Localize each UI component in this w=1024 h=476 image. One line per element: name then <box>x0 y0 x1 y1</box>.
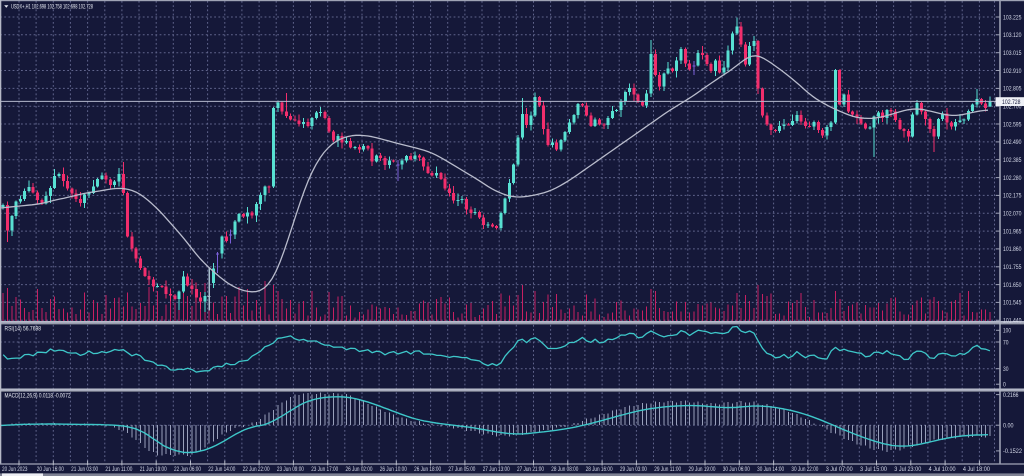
svg-text:29 Jun 11:00: 29 Jun 11:00 <box>654 466 681 473</box>
svg-text:0: 0 <box>1003 382 1006 389</box>
svg-text:102.700: 102.700 <box>1003 104 1022 111</box>
svg-text:102.728: 102.728 <box>1002 99 1021 106</box>
svg-text:101.860: 101.860 <box>1003 246 1022 253</box>
svg-text:102.490: 102.490 <box>1003 139 1022 146</box>
svg-text:USDX+,H1 102.698 102.758 102.6: USDX+,H1 102.698 102.758 102.698 102.728 <box>11 4 93 11</box>
svg-text:30 Jun 22:00: 30 Jun 22:00 <box>791 466 818 473</box>
svg-text:27 Jun 05:00: 27 Jun 05:00 <box>448 466 475 473</box>
svg-text:27 Jun 21:00: 27 Jun 21:00 <box>517 466 544 473</box>
svg-text:4 Jul 18:00: 4 Jul 18:00 <box>963 466 990 473</box>
svg-text:102.280: 102.280 <box>1003 175 1022 182</box>
svg-text:30: 30 <box>1003 366 1009 373</box>
svg-text:MACD(12,26,9) 0.0118 -0.0072: MACD(12,26,9) 0.0118 -0.0072 <box>5 392 71 399</box>
svg-text:102.595: 102.595 <box>1003 121 1022 128</box>
svg-text:102.910: 102.910 <box>1003 68 1022 75</box>
svg-text:-0.1522: -0.1522 <box>1003 448 1022 455</box>
svg-text:70: 70 <box>1003 339 1009 346</box>
svg-text:103.225: 103.225 <box>1003 14 1022 21</box>
svg-text:30 Jun 06:00: 30 Jun 06:00 <box>723 466 750 473</box>
svg-text:20 Jun 16:00: 20 Jun 16:00 <box>37 466 64 473</box>
svg-text:100: 100 <box>1003 328 1011 335</box>
svg-text:26 Jun 10:00: 26 Jun 10:00 <box>380 466 407 473</box>
svg-text:21 Jun 03:00: 21 Jun 03:00 <box>71 466 98 473</box>
svg-text:23 Jun 17:00: 23 Jun 17:00 <box>311 466 338 473</box>
svg-text:102.070: 102.070 <box>1003 211 1022 218</box>
svg-text:102.175: 102.175 <box>1003 193 1022 200</box>
svg-text:102.805: 102.805 <box>1003 86 1022 93</box>
svg-text:101.965: 101.965 <box>1003 228 1022 235</box>
svg-text:103.015: 103.015 <box>1003 50 1022 57</box>
svg-text:3 Jul 15:00: 3 Jul 15:00 <box>860 466 887 473</box>
svg-text:21 Jun 11:00: 21 Jun 11:00 <box>105 466 132 473</box>
svg-text:RSI(14) 56.7698: RSI(14) 56.7698 <box>5 325 42 332</box>
svg-text:29 Jun 19:00: 29 Jun 19:00 <box>689 466 716 473</box>
svg-text:26 Jun 18:00: 26 Jun 18:00 <box>414 466 441 473</box>
svg-text:4 Jul 10:00: 4 Jul 10:00 <box>929 466 956 473</box>
svg-text:30 Jun 14:00: 30 Jun 14:00 <box>757 466 784 473</box>
svg-text:23 Jun 09:00: 23 Jun 09:00 <box>277 466 304 473</box>
svg-text:0.2166: 0.2166 <box>1003 392 1019 399</box>
svg-text:22 Jun 14:00: 22 Jun 14:00 <box>208 466 235 473</box>
svg-text:103.120: 103.120 <box>1003 32 1022 39</box>
svg-text:27 Jun 13:00: 27 Jun 13:00 <box>483 466 510 473</box>
svg-text:28 Jun 16:00: 28 Jun 16:00 <box>586 466 613 473</box>
svg-text:29 Jun 03:00: 29 Jun 03:00 <box>620 466 647 473</box>
svg-text:3 Jul 23:00: 3 Jul 23:00 <box>894 466 921 473</box>
svg-text:101.650: 101.650 <box>1003 282 1022 289</box>
svg-text:101.755: 101.755 <box>1003 264 1022 271</box>
svg-text:20 Jun 2023: 20 Jun 2023 <box>2 466 28 473</box>
svg-text:102.385: 102.385 <box>1003 157 1022 164</box>
svg-text:28 Jun 08:00: 28 Jun 08:00 <box>551 466 578 473</box>
svg-text:22 Jun 06:00: 22 Jun 06:00 <box>174 466 201 473</box>
svg-text:3 Jul 07:00: 3 Jul 07:00 <box>826 466 853 473</box>
svg-text:26 Jun 02:00: 26 Jun 02:00 <box>346 466 373 473</box>
svg-text:0.00: 0.00 <box>1003 423 1014 430</box>
svg-text:101.440: 101.440 <box>1003 318 1022 325</box>
svg-text:22 Jun 22:00: 22 Jun 22:00 <box>243 466 270 473</box>
svg-text:21 Jun 19:00: 21 Jun 19:00 <box>140 466 167 473</box>
svg-text:101.545: 101.545 <box>1003 300 1022 307</box>
